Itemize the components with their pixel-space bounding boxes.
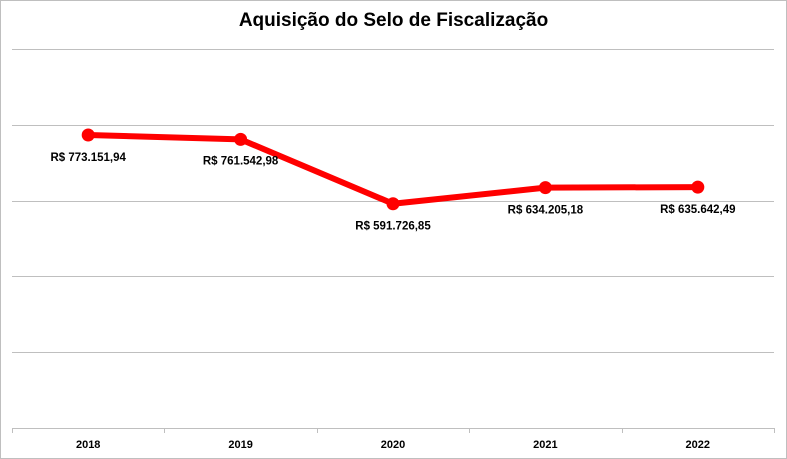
chart-title: Aquisição do Selo de Fiscalização <box>238 10 549 31</box>
x-tick-label: 2020 <box>381 439 405 451</box>
data-point <box>691 180 705 194</box>
data-point <box>81 128 95 142</box>
data-point <box>538 181 552 195</box>
data-label: R$ 634.205,18 <box>508 205 584 217</box>
data-label: R$ 635.642,49 <box>660 204 735 216</box>
x-tick-label: 2018 <box>76 439 100 451</box>
x-tick-label: 2021 <box>533 439 557 451</box>
data-point <box>386 197 400 211</box>
data-point <box>234 132 248 146</box>
data-label: R$ 773.151,94 <box>50 152 126 164</box>
x-tick-label: 2022 <box>686 439 710 451</box>
series-line <box>85 131 701 207</box>
x-tick-label: 2019 <box>228 439 252 451</box>
data-label: R$ 761.542,98 <box>203 155 279 167</box>
data-label: R$ 591.726,85 <box>355 221 431 233</box>
